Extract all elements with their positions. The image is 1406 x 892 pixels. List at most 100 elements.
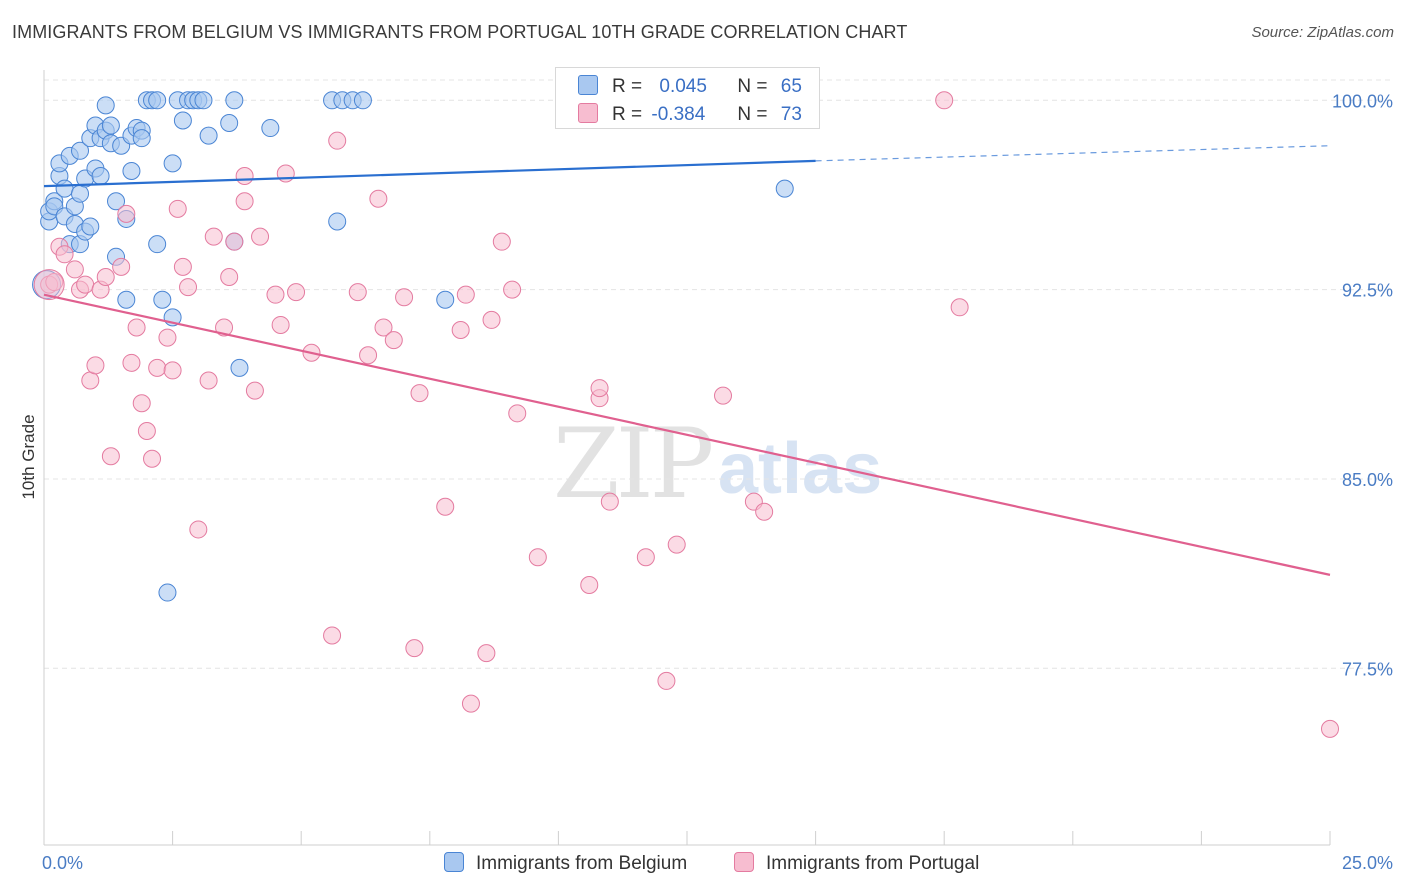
bottom-legend-swatch-belgium [444, 852, 464, 872]
legend-swatch-belgium [578, 75, 598, 95]
portugal-point [482, 310, 501, 329]
legend-row-belgium: R = 0.045 N = 65 [578, 75, 802, 98]
portugal-point-large [33, 269, 65, 301]
belgium-point [158, 583, 177, 602]
watermark-zip: ZIP [553, 408, 714, 520]
axis-labels: 100.0% 92.5% 85.0% 77.5% 0.0% 25.0% 10th Grade [19, 91, 1393, 873]
belgium-point [55, 179, 74, 198]
belgium-point [328, 212, 347, 231]
legend-r-value-portugal: -0.384 [651, 104, 706, 125]
y-tick-label: 85.0% [1342, 470, 1393, 490]
belgium-point [101, 116, 120, 135]
belgium-point [122, 161, 141, 180]
belgium-point [261, 119, 280, 138]
portugal-point [503, 280, 522, 299]
portugal-point [369, 189, 388, 208]
portugal-point [636, 548, 655, 567]
portugal-point [179, 278, 198, 297]
portugal-point [55, 245, 74, 264]
portugal-point [158, 328, 177, 347]
belgium-point [117, 290, 136, 309]
portugal-point [168, 199, 187, 218]
portugal-point [755, 502, 774, 521]
portugal-point [323, 626, 342, 645]
belgium-point [71, 184, 90, 203]
portugal-point [348, 283, 367, 302]
portugal-point [204, 227, 223, 246]
portugal-point [81, 371, 100, 390]
portugal-point [950, 298, 969, 317]
legend-r-label-portugal: R = [612, 104, 643, 125]
portugal-point [374, 318, 393, 337]
portugal-point [477, 644, 496, 663]
y-axis-title: 10th Grade [19, 414, 38, 499]
portugal-point [65, 260, 84, 279]
belgium-trend-extension [815, 145, 1331, 162]
portugal-point [1321, 719, 1339, 738]
legend-swatch-portugal [578, 103, 598, 123]
axes [43, 70, 1331, 846]
belgium-point [775, 179, 794, 198]
watermark-atlas: atlas [718, 429, 883, 509]
trend-lines [43, 145, 1331, 576]
portugal-point [76, 275, 95, 294]
portugal-point [86, 356, 105, 375]
belgium-point [220, 114, 239, 133]
belgium-point [173, 111, 192, 130]
belgium-point [148, 235, 167, 254]
belgium-point [436, 290, 455, 309]
legend-r-value-belgium: 0.045 [659, 76, 707, 97]
belgium-point [153, 290, 172, 309]
portugal-point [359, 346, 378, 365]
portugal-point [266, 285, 285, 304]
portugal-points [33, 91, 1339, 738]
portugal-point [657, 671, 676, 690]
belgium-point [91, 167, 110, 186]
legend-n-label-belgium: N = [737, 76, 768, 97]
belgium-point [107, 192, 126, 211]
portugal-trend-line [43, 293, 1331, 576]
legend-n-value-belgium: 65 [780, 76, 802, 97]
portugal-point [148, 358, 167, 377]
portugal-point [220, 268, 239, 287]
legend-n-value-portugal: 73 [780, 104, 802, 125]
bottom-legend-label-portugal: Immigrants from Portugal [766, 853, 980, 874]
portugal-point [235, 167, 254, 186]
belgium-point [81, 217, 100, 236]
y-tick-label: 100.0% [1332, 91, 1393, 111]
portugal-point [528, 548, 547, 567]
portugal-point [461, 694, 480, 713]
portugal-point [287, 283, 306, 302]
portugal-point [456, 285, 475, 304]
portugal-point [173, 257, 192, 276]
portugal-point [137, 421, 156, 440]
belgium-points [32, 91, 794, 602]
portugal-point [122, 353, 141, 372]
chart-title: IMMIGRANTS FROM BELGIUM VS IMMIGRANTS FR… [12, 22, 908, 42]
portugal-point [328, 131, 347, 150]
belgium-point [132, 129, 151, 148]
portugal-point [245, 381, 264, 400]
portugal-point [714, 386, 733, 405]
portugal-point [667, 535, 686, 554]
legend-row-portugal: R = -0.384 N = 73 [578, 103, 802, 126]
belgium-point [225, 91, 244, 110]
correlation-legend: R = 0.045 N = 65 R = -0.384 N = 73 [555, 67, 820, 129]
portugal-point [225, 232, 244, 251]
portugal-point [410, 384, 429, 403]
belgium-point [71, 141, 90, 160]
x-tick-label-start: 0.0% [42, 853, 83, 873]
belgium-point [163, 154, 182, 173]
bottom-legend-label-belgium: Immigrants from Belgium [476, 853, 688, 874]
portugal-point [395, 288, 414, 307]
bottom-legend-portugal: Immigrants from Portugal [734, 852, 979, 875]
belgium-point [148, 91, 167, 110]
portugal-point [492, 232, 511, 251]
portugal-point [436, 497, 455, 516]
portugal-point [117, 204, 136, 223]
portugal-point [101, 447, 120, 466]
y-tick-label: 92.5% [1342, 281, 1393, 301]
portugal-point [132, 394, 151, 413]
portugal-point [405, 639, 424, 658]
